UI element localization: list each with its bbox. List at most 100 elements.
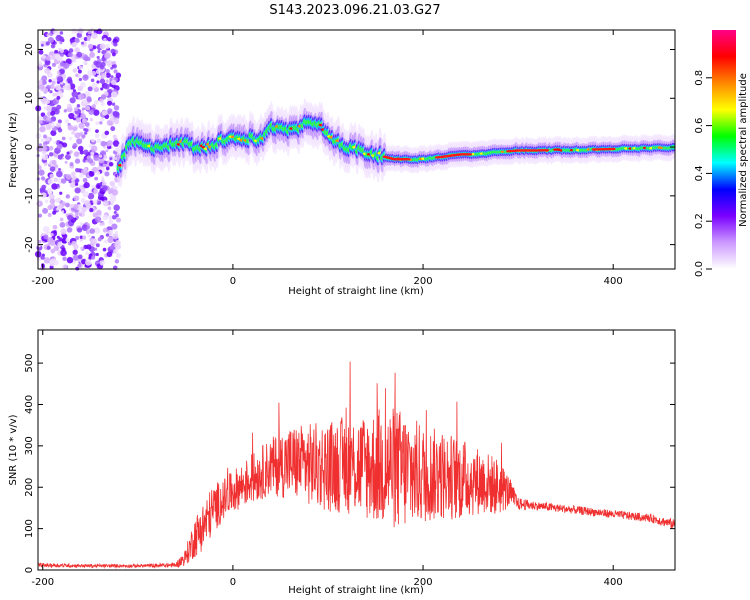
noise-cell bbox=[110, 75, 114, 79]
noise-cell bbox=[48, 145, 54, 151]
noise-cell bbox=[59, 191, 63, 195]
chart-title: S143.2023.096.21.03.G27 bbox=[269, 3, 440, 18]
noise-cell bbox=[101, 181, 107, 187]
noise-cell bbox=[87, 192, 95, 200]
spectrogram-x-tick-label: 0 bbox=[230, 276, 236, 287]
noise-cell bbox=[96, 74, 101, 79]
noise-cell bbox=[104, 160, 108, 165]
spectrogram-frame bbox=[37, 29, 676, 270]
noise-cell bbox=[71, 175, 77, 180]
noise-cell bbox=[93, 154, 100, 162]
noise-cell bbox=[90, 238, 98, 245]
noise-cell bbox=[76, 104, 81, 108]
noise-cell bbox=[96, 80, 100, 84]
noise-cell bbox=[112, 140, 120, 147]
noise-cell bbox=[74, 179, 79, 184]
noise-cell bbox=[81, 134, 86, 138]
noise-cell bbox=[71, 240, 77, 247]
noise-cell bbox=[105, 233, 110, 237]
spectrogram-x-tick-label: 200 bbox=[414, 276, 433, 287]
noise-cell bbox=[53, 140, 57, 144]
noise-cell bbox=[48, 79, 52, 83]
noise-cell bbox=[115, 72, 122, 79]
noise-cell bbox=[113, 69, 118, 74]
spectrogram-panel: -200 0 200 400 -20 -10 0 10 20 Height of straig… bbox=[8, 27, 676, 297]
noise-cell bbox=[99, 43, 106, 50]
noise-cell bbox=[103, 52, 111, 60]
spectrogram-y-tick-label: -20 bbox=[24, 236, 35, 252]
noise-cell bbox=[69, 150, 73, 154]
noise-cell bbox=[108, 219, 114, 225]
noise-cell bbox=[43, 234, 49, 240]
noise-cell bbox=[50, 43, 56, 49]
colorbar-ticks: 0.0 0.2 0.4 0.6 0.8 bbox=[694, 70, 712, 277]
noise-cell bbox=[61, 210, 65, 214]
noise-cell bbox=[60, 153, 64, 157]
noise-cell bbox=[102, 247, 107, 252]
noise-cell bbox=[92, 199, 98, 205]
noise-cell bbox=[97, 50, 101, 54]
noise-cell bbox=[52, 98, 60, 105]
spectrogram-peak-cell bbox=[544, 149, 550, 152]
noise-cell bbox=[107, 206, 112, 211]
noise-cell bbox=[91, 138, 95, 143]
noise-cell bbox=[74, 151, 80, 157]
noise-cell bbox=[103, 239, 108, 244]
noise-cell bbox=[77, 27, 84, 34]
noise-cell bbox=[74, 158, 81, 164]
spectrogram-x-label: Height of straight line (km) bbox=[288, 286, 424, 297]
noise-cell bbox=[90, 151, 95, 156]
noise-cell bbox=[102, 200, 109, 207]
noise-cell bbox=[43, 106, 48, 110]
noise-cell bbox=[95, 261, 99, 265]
noise-cell bbox=[111, 61, 116, 65]
noise-cell bbox=[69, 162, 74, 167]
noise-cell bbox=[106, 60, 113, 67]
noise-cell bbox=[97, 237, 102, 242]
noise-cell bbox=[39, 187, 46, 193]
noise-cell bbox=[74, 187, 81, 194]
noise-cell bbox=[45, 136, 50, 142]
noise-cell bbox=[96, 28, 103, 35]
colorbar-tick-label: 0.2 bbox=[694, 213, 705, 229]
noise-cell bbox=[105, 68, 110, 74]
noise-cell bbox=[41, 153, 49, 161]
noise-cell bbox=[87, 29, 92, 35]
noise-cell bbox=[112, 233, 119, 240]
noise-cell bbox=[40, 255, 45, 260]
noise-cell bbox=[55, 34, 62, 42]
noise-cell bbox=[105, 142, 111, 147]
colorbar-tick-label: 0.8 bbox=[694, 70, 705, 86]
colorbar-gradient bbox=[712, 30, 736, 269]
noise-cell bbox=[110, 79, 117, 86]
noise-cell bbox=[42, 80, 47, 85]
noise-cell bbox=[38, 143, 43, 147]
noise-cell bbox=[83, 128, 87, 132]
noise-cell bbox=[113, 210, 117, 214]
noise-cell bbox=[68, 112, 75, 120]
noise-cell bbox=[61, 142, 68, 148]
noise-cell bbox=[66, 85, 71, 91]
noise-cell bbox=[51, 62, 56, 67]
noise-cell bbox=[102, 227, 108, 233]
spectrogram-x-tick-label: 400 bbox=[604, 276, 623, 287]
snr-series bbox=[37, 361, 676, 569]
noise-cell bbox=[72, 126, 78, 132]
noise-cell bbox=[82, 235, 87, 240]
noise-cell bbox=[53, 29, 59, 36]
noise-cell bbox=[48, 152, 54, 157]
noise-cell bbox=[49, 90, 53, 94]
noise-cell bbox=[93, 100, 99, 105]
noise-cell bbox=[89, 51, 95, 57]
snr-y-tick-label: 500 bbox=[24, 354, 35, 373]
noise-cell bbox=[113, 204, 120, 211]
noise-cell bbox=[42, 88, 49, 94]
noise-cell bbox=[81, 107, 86, 111]
noise-cell bbox=[112, 150, 117, 154]
noise-cell bbox=[85, 251, 90, 256]
noise-cell bbox=[105, 79, 109, 83]
noise-cell bbox=[91, 32, 98, 39]
noise-cell bbox=[95, 121, 100, 126]
noise-cell bbox=[100, 140, 107, 147]
